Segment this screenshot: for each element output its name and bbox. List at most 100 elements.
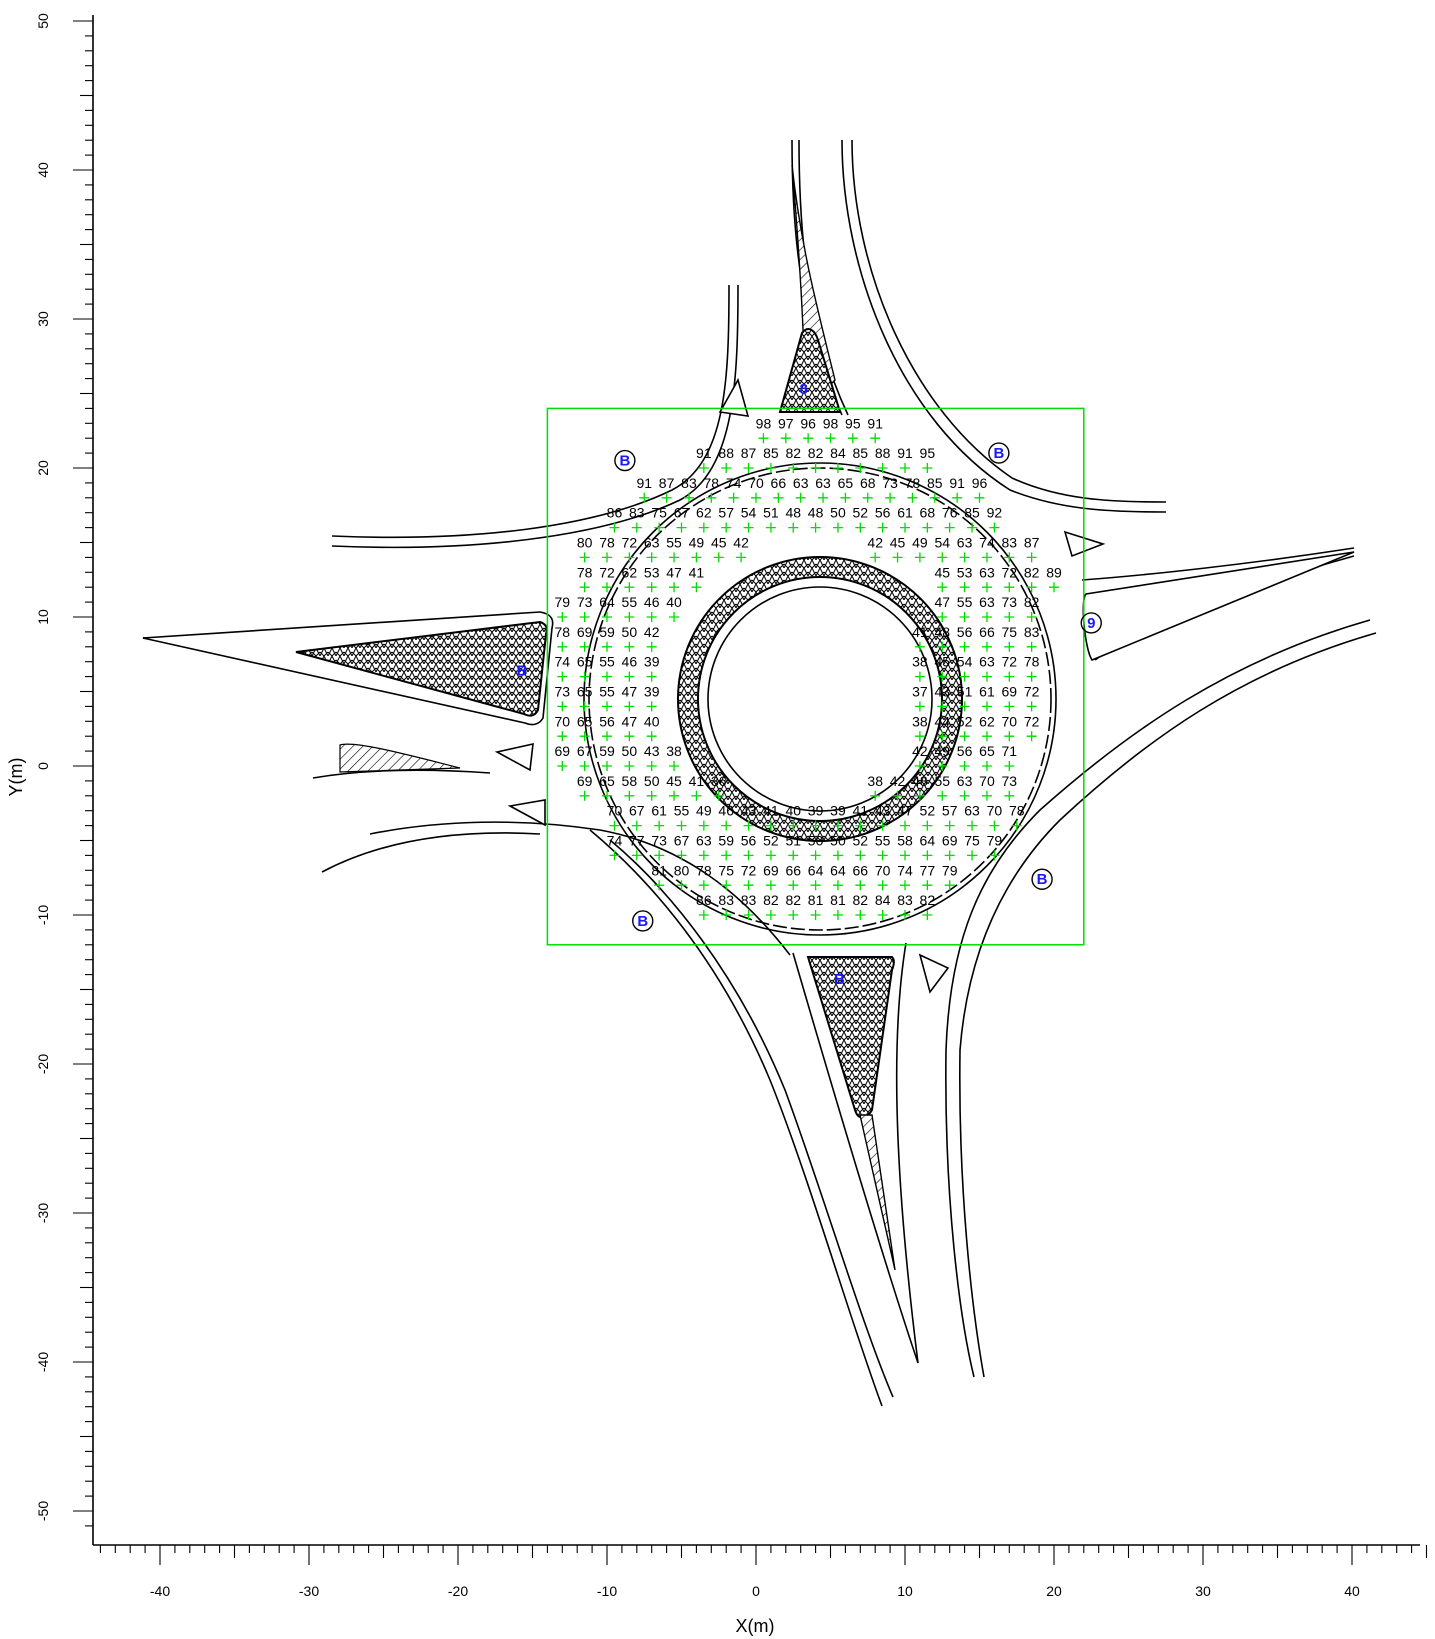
grid-point-marker [788,880,799,891]
grid-point-marker [631,522,642,533]
grid-point-marker [624,641,635,652]
grid-point-marker [914,701,925,712]
grid-point-marker [706,492,717,503]
receptor-circle [632,910,654,932]
grid-value: 69 [555,743,571,759]
grid-point-marker [728,492,739,503]
grid-value: 45 [934,654,950,670]
grid-value: 86 [696,892,712,908]
grid-point-marker [870,790,881,801]
receptor-label: B [1037,871,1048,888]
grid-point-marker [810,880,821,891]
grid-value: 41 [763,803,779,819]
grid-value: 61 [897,505,913,521]
grid-value: 39 [808,803,824,819]
grid-value: 73 [555,684,571,700]
grid-point-marker [743,910,754,920]
grid-value: 81 [830,892,846,908]
south-hatched-splitter [859,1114,896,1271]
grid-value: 55 [599,684,615,700]
grid-value: 43 [741,803,757,819]
grid-value: 81 [651,862,667,878]
grid-value: 73 [577,594,593,610]
grid-value: 50 [622,624,638,640]
grid-point-marker [1004,641,1015,652]
grid-point-marker [669,790,680,801]
grid-value: 74 [726,475,742,491]
grid-point-marker [646,761,657,771]
grid-value: 82 [785,892,801,908]
grid-value: 95 [920,445,936,461]
grid-point-marker [944,880,955,891]
grid-value: 55 [666,535,682,551]
grid-point-marker [922,880,933,891]
grid-point-marker [959,641,970,652]
grid-point-marker [981,790,992,801]
grid-value: 64 [920,833,936,849]
grid-point-marker [602,671,612,682]
x-tick-label: 10 [897,1583,913,1599]
grid-value: 59 [599,743,615,759]
grid-value: 85 [763,445,779,461]
grid-value: 52 [920,803,936,819]
east-splitter-island [1082,551,1355,661]
grid-value: 50 [808,833,824,849]
grid-point-marker [646,731,657,742]
grid-point-marker [981,582,992,593]
grid-value: 54 [957,654,973,670]
grid-value: 55 [622,594,638,610]
grid-value: 69 [942,833,958,849]
grid-value: 85 [853,445,869,461]
grid-value: 55 [674,803,690,819]
grid-point-marker [803,433,814,444]
grid-value: 52 [763,833,779,849]
grid-value: 72 [1024,684,1040,700]
grid-value: 68 [860,475,876,491]
grid-point-marker [751,492,761,503]
grid-point-marker [676,820,687,831]
grid-value: 41 [689,773,705,789]
grid-point-marker [624,552,635,563]
grid-point-marker [743,850,754,861]
grid-point-marker [646,790,657,801]
grid-point-marker [855,880,866,891]
grid-value: 73 [882,475,898,491]
grid-point-marker [922,910,933,920]
grid-value: 47 [622,713,638,729]
grid-point-marker [959,761,970,771]
grid-point-marker [937,790,948,801]
grid-point-marker [989,820,1000,831]
grid-markers [557,433,1059,920]
grid-point-marker [602,641,612,652]
grid-point-marker [669,761,680,771]
grid-point-marker [1004,731,1015,742]
grid-point-marker [765,850,776,861]
grid-point-marker [1004,701,1015,712]
grid-value: 83 [718,892,734,908]
grid-point-marker [981,761,992,771]
grid-point-marker [847,433,858,444]
grid-point-marker [765,820,776,831]
grid-point-marker [646,612,657,622]
grid-value: 39 [644,654,660,670]
grid-point-marker [624,701,635,712]
south-splitter-island [806,956,895,1119]
grid-point-marker [877,522,888,533]
x-axis: -40 -30 -20 -10 0 10 20 30 40 X(m) [93,1544,1428,1636]
grid-point-marker [810,850,821,861]
grid-value: 50 [622,743,638,759]
grid-value: 67 [629,803,645,819]
grid-value: 43 [644,743,660,759]
y-tick-label: -20 [35,1054,51,1074]
grid-value: 70 [555,713,571,729]
grid-point-marker [855,820,866,831]
grid-value: 39 [830,803,846,819]
central-island-core [707,586,933,812]
grid-point-marker [937,641,948,652]
grid-point-marker [602,552,612,563]
y-tick-label: 20 [35,460,51,476]
grid-point-marker [981,641,992,652]
grid-value: 45 [934,564,950,580]
grid-point-marker [900,850,910,861]
